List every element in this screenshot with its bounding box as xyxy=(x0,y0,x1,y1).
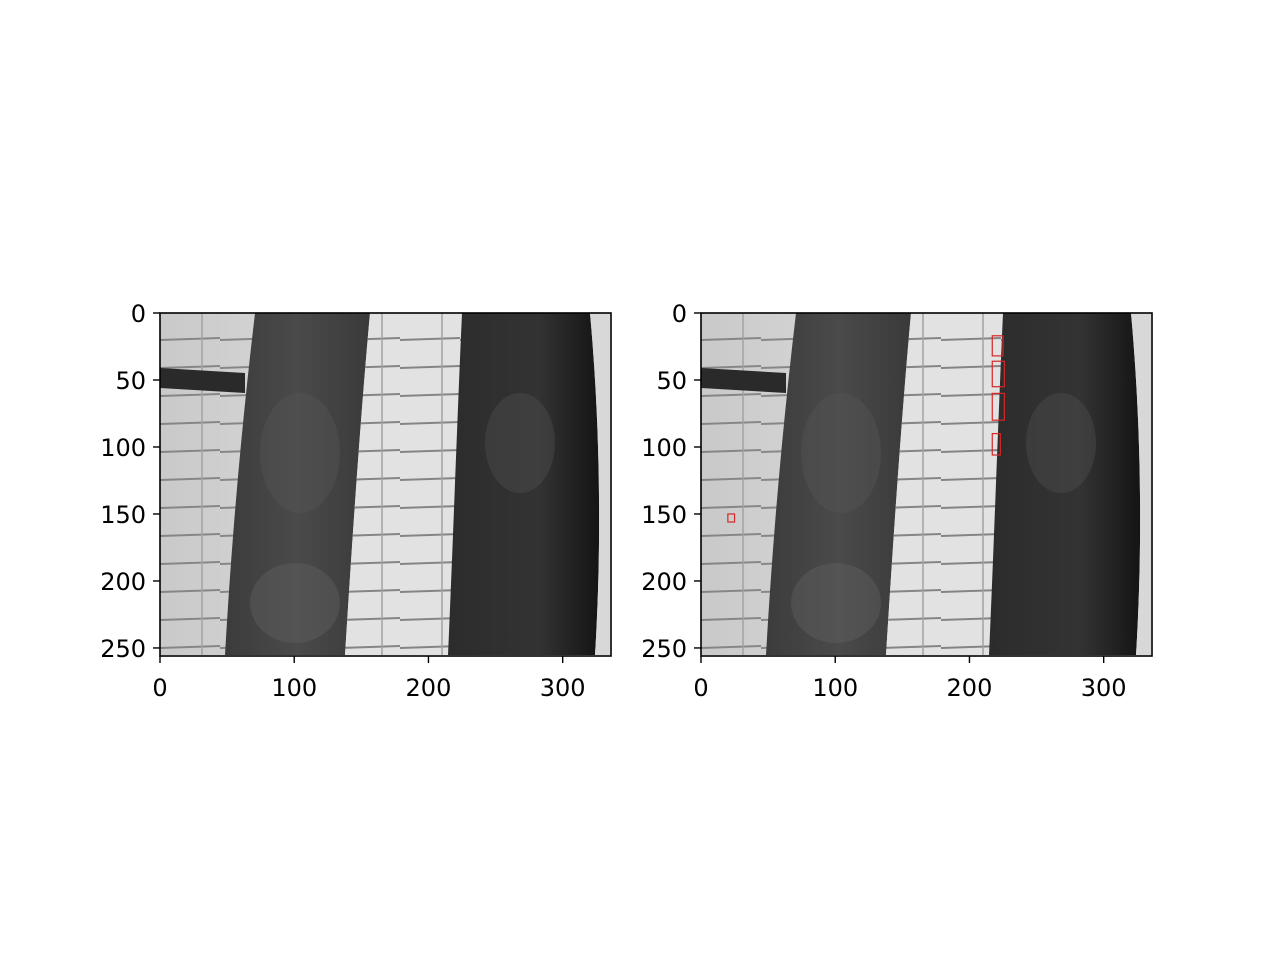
y-tick-label: 100 xyxy=(641,434,687,462)
detection-box-3 xyxy=(991,392,1005,421)
image-panel xyxy=(160,313,610,655)
y-tick-label: 200 xyxy=(641,568,687,596)
x-tick-label: 0 xyxy=(152,674,167,702)
y-tick-label: 50 xyxy=(656,367,687,395)
image-panel xyxy=(701,313,1151,655)
detection-box-4 xyxy=(991,432,1001,456)
x-tick-label: 0 xyxy=(693,674,708,702)
axes-2: 0 100 200 300 0 50 100 150 200 250 xyxy=(641,300,1153,702)
x-tick-label: 200 xyxy=(406,674,452,702)
detection-box-5 xyxy=(727,513,736,523)
x-tick-label: 100 xyxy=(812,674,858,702)
y-tick-label: 250 xyxy=(641,635,687,663)
x-tick-label: 300 xyxy=(1081,674,1127,702)
detection-box-2 xyxy=(991,360,1005,388)
x-tick-label: 200 xyxy=(947,674,993,702)
detection-box-1 xyxy=(991,335,1004,357)
y-tick-label: 0 xyxy=(672,300,687,328)
x-tick-label: 300 xyxy=(540,674,586,702)
y-tick-label: 150 xyxy=(100,501,146,529)
y-tick-label: 100 xyxy=(100,434,146,462)
y-tick-label: 150 xyxy=(641,501,687,529)
y-tick-label: 0 xyxy=(131,300,146,328)
axes-frame xyxy=(700,312,1153,657)
axes-frame xyxy=(159,312,612,657)
axes-1: 0 100 200 300 0 50 100 150 200 250 xyxy=(100,300,612,702)
y-tick-label: 250 xyxy=(100,635,146,663)
y-tick-label: 200 xyxy=(100,568,146,596)
x-tick-label: 100 xyxy=(271,674,317,702)
y-tick-label: 50 xyxy=(115,367,146,395)
